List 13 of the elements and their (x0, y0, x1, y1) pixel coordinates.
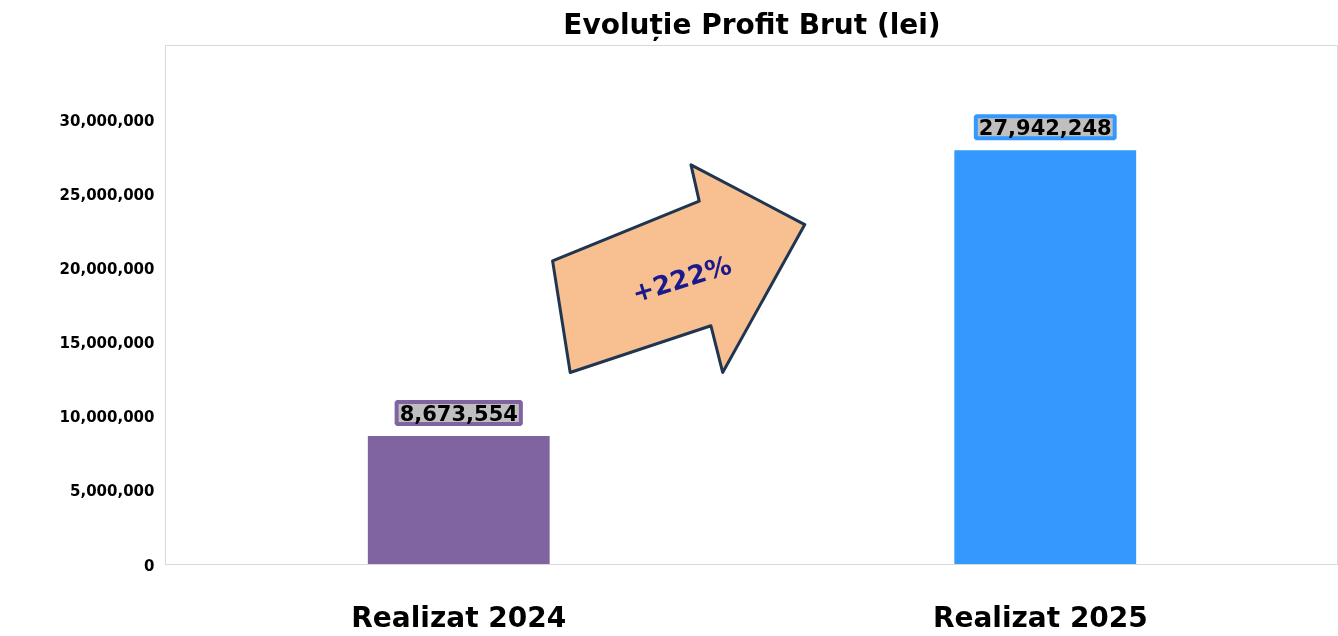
data-label: 27,942,248 (978, 116, 1112, 141)
y-tick-label: 25,000,000 (59, 185, 155, 204)
y-tick-label: 15,000,000 (59, 334, 155, 353)
y-tick-label: 0 (144, 556, 155, 575)
y-tick-label: 30,000,000 (59, 111, 155, 130)
x-tick-label: Realizat 2024 (351, 600, 567, 634)
annotation: +222% (628, 249, 735, 309)
chart-title: Evoluție Profit Brut (lei) (563, 7, 941, 41)
y-tick-label: 5,000,000 (70, 482, 155, 501)
y-tick-label: 20,000,000 (59, 259, 155, 278)
y-tick-label: 10,000,000 (59, 408, 155, 427)
data-label: 8,673,554 (399, 401, 518, 426)
x-tick-label: Realizat 2025 (932, 600, 1148, 634)
